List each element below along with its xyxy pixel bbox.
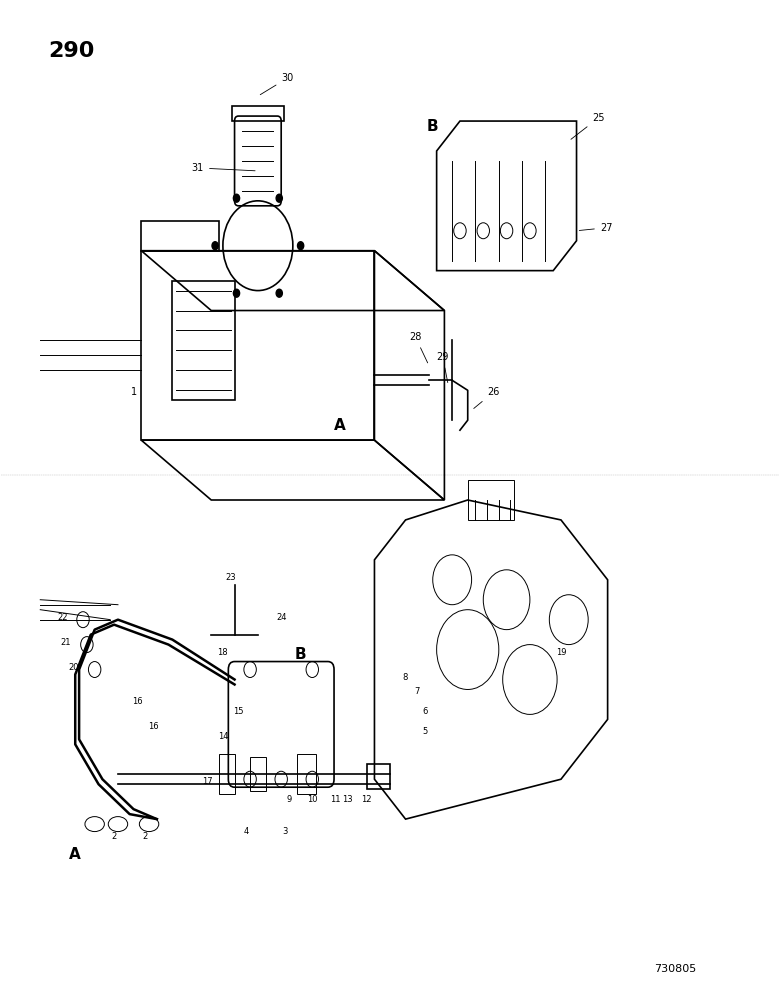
Text: B: B [295, 647, 307, 662]
Text: A: A [334, 418, 346, 433]
Text: 14: 14 [218, 732, 228, 741]
Text: 28: 28 [410, 332, 427, 363]
Text: 22: 22 [57, 613, 67, 622]
Circle shape [276, 194, 282, 202]
Text: 2: 2 [143, 832, 147, 841]
Text: 21: 21 [61, 638, 71, 647]
Text: 16: 16 [132, 697, 143, 706]
Text: 20: 20 [69, 663, 79, 672]
Text: 1: 1 [130, 387, 136, 397]
Circle shape [212, 242, 218, 250]
Text: 9: 9 [286, 795, 292, 804]
Text: 730805: 730805 [654, 964, 697, 974]
Text: B: B [427, 119, 438, 134]
Text: 30: 30 [261, 73, 293, 95]
Text: 18: 18 [218, 648, 229, 657]
Text: 25: 25 [571, 113, 605, 139]
Text: 15: 15 [233, 707, 243, 716]
Text: A: A [69, 847, 81, 862]
Text: 16: 16 [147, 722, 158, 731]
Text: 31: 31 [192, 163, 255, 173]
Text: 2: 2 [112, 832, 117, 841]
Text: 23: 23 [225, 573, 236, 582]
Text: 27: 27 [580, 223, 612, 233]
Text: 17: 17 [202, 777, 213, 786]
Bar [219, 754, 235, 794]
Text: 3: 3 [282, 827, 288, 836]
Text: 8: 8 [402, 673, 408, 682]
Circle shape [297, 242, 303, 250]
Text: 29: 29 [437, 352, 449, 383]
Bar [296, 754, 316, 794]
Bar [250, 757, 266, 791]
Text: 19: 19 [555, 648, 566, 657]
Text: 13: 13 [342, 795, 353, 804]
Text: 4: 4 [243, 827, 249, 836]
Bar [172, 281, 235, 400]
Circle shape [276, 289, 282, 297]
Text: 26: 26 [473, 387, 499, 408]
Text: 6: 6 [422, 707, 427, 716]
Circle shape [233, 289, 239, 297]
Text: 7: 7 [414, 687, 420, 696]
Circle shape [233, 194, 239, 202]
Text: 24: 24 [276, 613, 286, 622]
Text: 10: 10 [307, 795, 317, 804]
Text: 5: 5 [422, 727, 427, 736]
Text: 290: 290 [48, 41, 94, 61]
Text: 11: 11 [331, 795, 341, 804]
Text: 12: 12 [361, 795, 372, 804]
